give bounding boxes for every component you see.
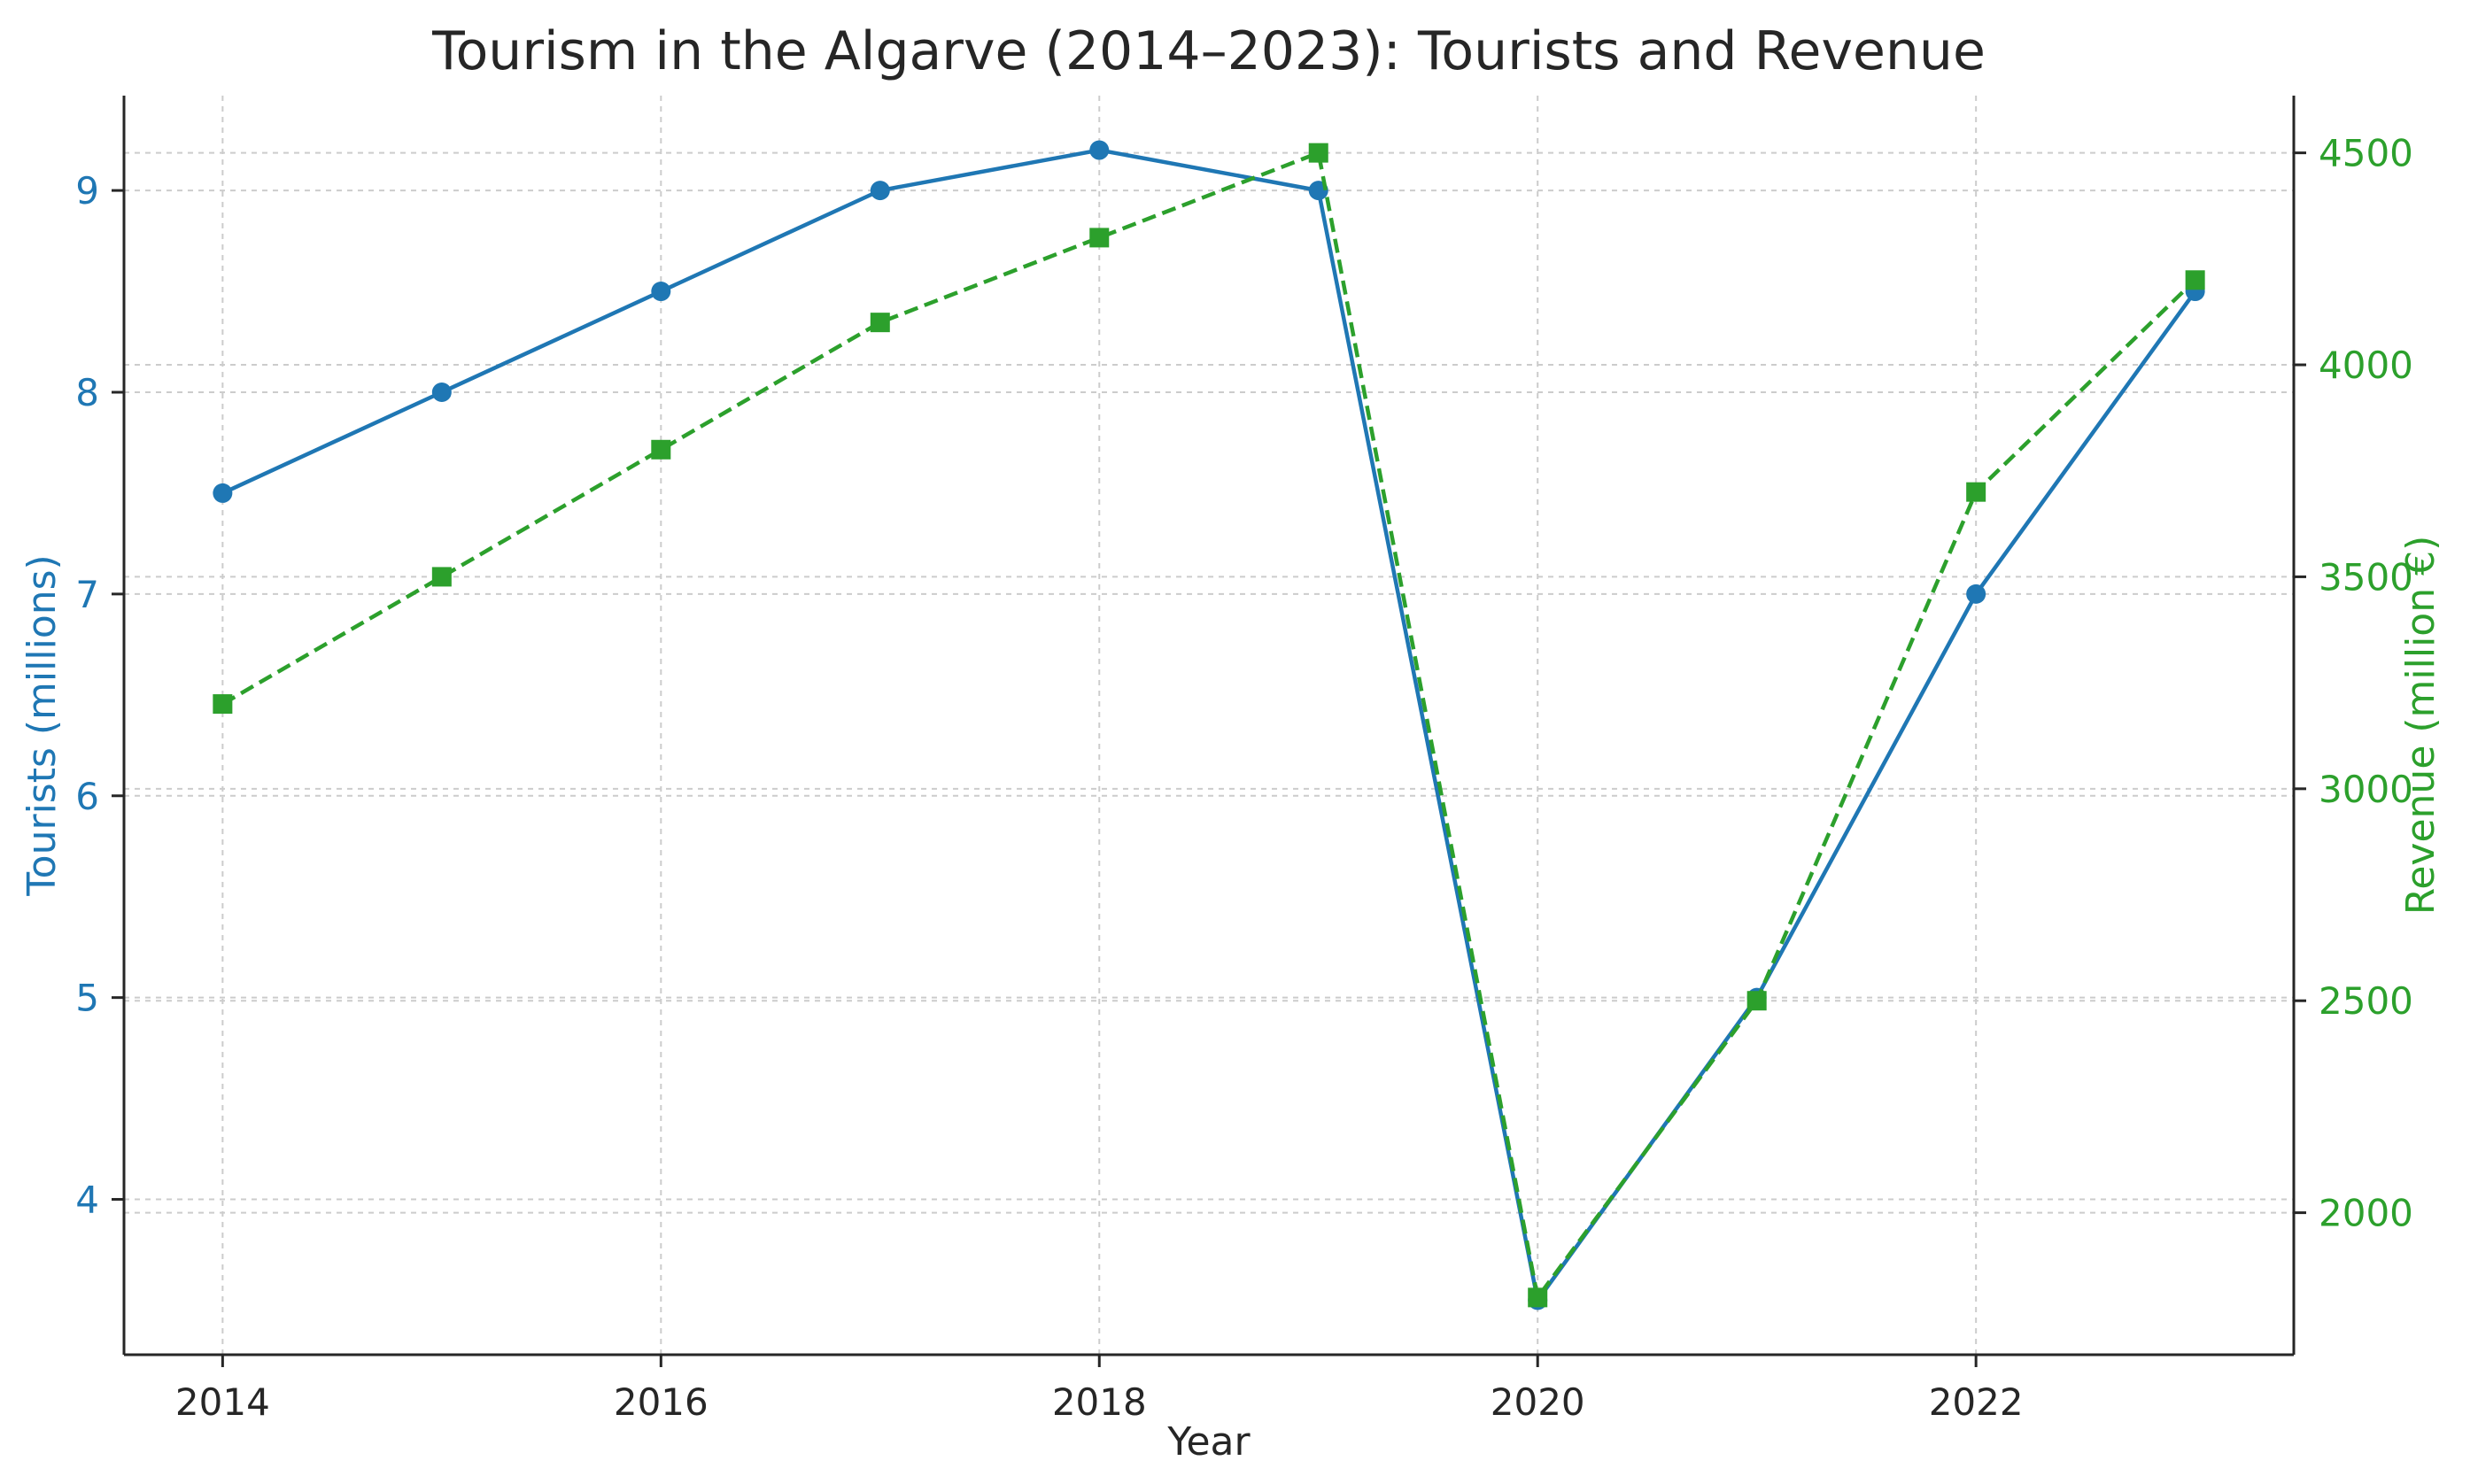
x-tick-label: 2016 — [614, 1380, 709, 1424]
chart-text: Tourism in the Algarve (2014–2023): Tour… — [19, 20, 2443, 1465]
left-y-tick-label: 6 — [75, 775, 99, 818]
data-point-right — [213, 694, 233, 715]
data-point-left — [651, 282, 671, 302]
right-y-tick-label: 4000 — [2319, 344, 2413, 387]
series-layer — [213, 140, 2205, 1310]
data-point-left — [1966, 584, 1986, 604]
right-y-axis-label: Revenue (million €) — [2398, 536, 2443, 915]
x-tick-label: 2014 — [175, 1380, 270, 1424]
left-y-tick-label: 9 — [75, 169, 99, 213]
left-y-tick-label: 4 — [75, 1179, 99, 1222]
data-point-right — [651, 439, 671, 460]
data-point-left — [870, 181, 890, 201]
data-point-right — [1966, 482, 1986, 502]
x-tick-label: 2020 — [1491, 1380, 1585, 1424]
data-point-right — [1746, 991, 1767, 1011]
data-point-right — [1528, 1287, 1548, 1308]
left-y-axis-label: Tourists (millions) — [19, 554, 65, 896]
left-y-tick-label: 7 — [75, 573, 99, 616]
data-point-right — [1308, 143, 1328, 163]
right-y-tick-label: 4500 — [2319, 132, 2413, 175]
data-point-left — [1089, 140, 1110, 160]
data-point-right — [870, 313, 890, 333]
right-y-tick-label: 2000 — [2319, 1192, 2413, 1235]
data-point-left — [431, 382, 452, 402]
data-point-right — [1089, 228, 1110, 248]
x-tick-label: 2022 — [1929, 1380, 2024, 1424]
data-point-left — [213, 483, 233, 503]
x-axis-label: Year — [1166, 1419, 1251, 1465]
right-y-tick-label: 3500 — [2319, 555, 2413, 599]
left-y-tick-label: 8 — [75, 371, 99, 414]
axes: 2014 2016 2018 2020 2022 4 5 6 7 8 9 2000 2500 3000 35… — [75, 96, 2413, 1424]
x-tick-label: 2018 — [1052, 1380, 1147, 1424]
series-line-right — [221, 150, 2197, 1302]
chart-title: Tourism in the Algarve (2014–2023): Tour… — [431, 20, 1986, 82]
right-y-tick-label: 3000 — [2319, 768, 2413, 811]
gridlines — [124, 96, 2294, 1355]
left-y-tick-label: 5 — [75, 977, 99, 1020]
right-y-tick-label: 2500 — [2319, 979, 2413, 1023]
data-point-right — [2185, 270, 2205, 290]
data-point-right — [431, 567, 452, 587]
series-line-left — [221, 148, 2197, 1305]
